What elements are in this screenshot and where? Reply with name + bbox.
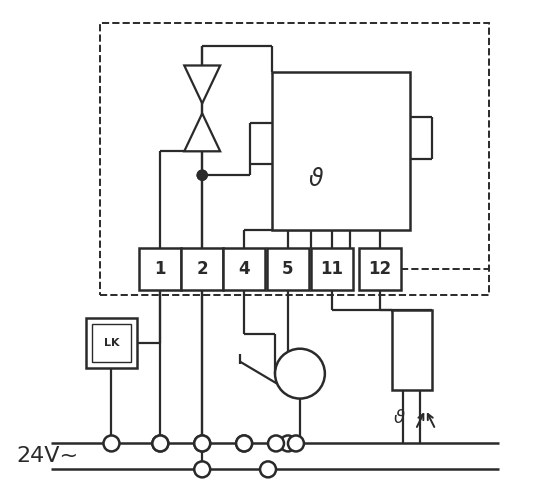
Text: $\vartheta$: $\vartheta$ [393,409,406,426]
Text: 1: 1 [155,260,166,278]
Bar [267,248,309,290]
Circle shape [197,170,207,180]
Text: 2: 2 [196,260,208,278]
Bar [359,248,401,290]
Text: 5: 5 [282,260,294,278]
Circle shape [236,436,252,452]
Circle shape [280,436,296,452]
Circle shape [288,436,304,452]
Bar [181,248,223,290]
Bar [311,248,353,290]
Circle shape [260,461,276,477]
Bar [85,318,138,368]
Text: $\vartheta$: $\vartheta$ [308,168,324,191]
Circle shape [194,461,210,477]
Polygon shape [184,114,220,151]
Circle shape [268,436,284,452]
Bar [139,248,181,290]
Bar [223,248,265,290]
Text: LK: LK [104,338,119,348]
Bar [100,23,490,295]
Polygon shape [184,66,220,103]
Circle shape [103,436,119,452]
Bar [92,324,132,362]
Circle shape [153,436,168,452]
Text: 24V~: 24V~ [17,447,79,466]
Circle shape [194,436,210,452]
Circle shape [153,436,168,452]
Text: 11: 11 [320,260,344,278]
Circle shape [275,349,325,399]
Bar [272,73,410,230]
Circle shape [197,170,207,180]
Circle shape [236,436,252,452]
Circle shape [194,436,210,452]
Text: 12: 12 [368,260,391,278]
Text: 4: 4 [238,260,250,278]
Bar [392,310,432,390]
